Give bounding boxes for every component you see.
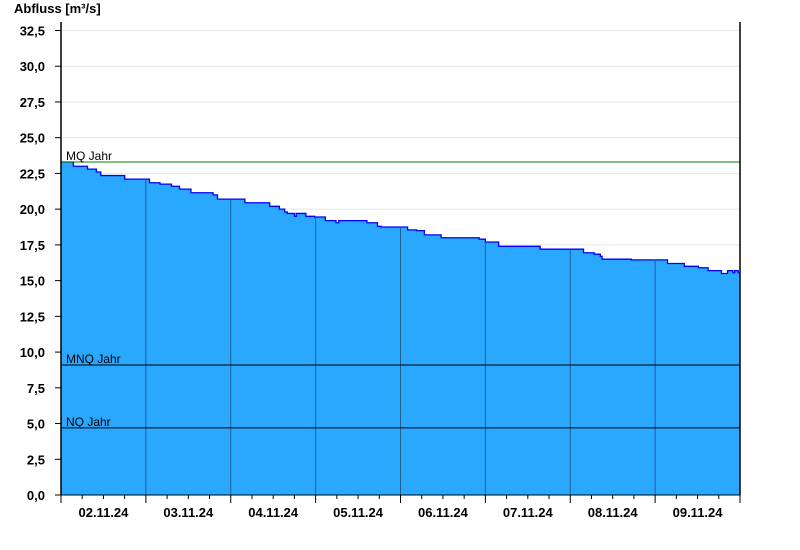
- y-tick-label: 17,5: [20, 238, 45, 253]
- x-tick-label: 08.11.24: [588, 505, 639, 520]
- x-tick-label: 05.11.24: [333, 505, 384, 520]
- y-tick-label: 22,5: [20, 166, 45, 181]
- y-tick-label: 5,0: [27, 417, 45, 432]
- discharge-line: [61, 161, 740, 275]
- y-tick-label: 7,5: [27, 381, 45, 396]
- x-tick-label: 04.11.24: [248, 505, 299, 520]
- y-tick-label: 10,0: [20, 345, 45, 360]
- x-tick-label: 02.11.24: [78, 505, 129, 520]
- y-tick-label: 30,0: [20, 59, 45, 74]
- y-tick-label: 15,0: [20, 274, 45, 289]
- day-separator-lines: [145, 179, 656, 495]
- reference-line-label: NQ Jahr: [66, 415, 111, 429]
- y-axis-title: Abfluss [m³/s]: [14, 1, 101, 16]
- reference-lines: MQ Jahr MNQ Jahr NQ Jahr: [61, 149, 740, 429]
- y-tick-label: 2,5: [27, 452, 45, 467]
- x-tick-label: 03.11.24: [163, 505, 214, 520]
- y-tick-label: 20,0: [20, 202, 45, 217]
- y-tick-label: 25,0: [20, 131, 45, 146]
- x-tick-label: 06.11.24: [418, 505, 469, 520]
- y-tick-label: 27,5: [20, 95, 45, 110]
- y-tick-label: 0,0: [27, 488, 45, 503]
- x-tick-label: 07.11.24: [503, 505, 554, 520]
- y-tick-label: 12,5: [20, 309, 45, 324]
- reference-line-label: MNQ Jahr: [66, 352, 121, 366]
- reference-line-label: MQ Jahr: [66, 149, 112, 163]
- y-axis-ticks: 0,0 2,5 5,0 7,5 10,0 12,5 15,0 17,5 20,0 22,5 25,0…: [20, 24, 61, 503]
- y-tick-label: 32,5: [20, 24, 45, 39]
- x-tick-label: 09.11.24: [673, 505, 724, 520]
- x-axis-ticks: 02.11.24 03.11.24 04.11.24 05.11.24 06.11.24…: [60, 495, 741, 520]
